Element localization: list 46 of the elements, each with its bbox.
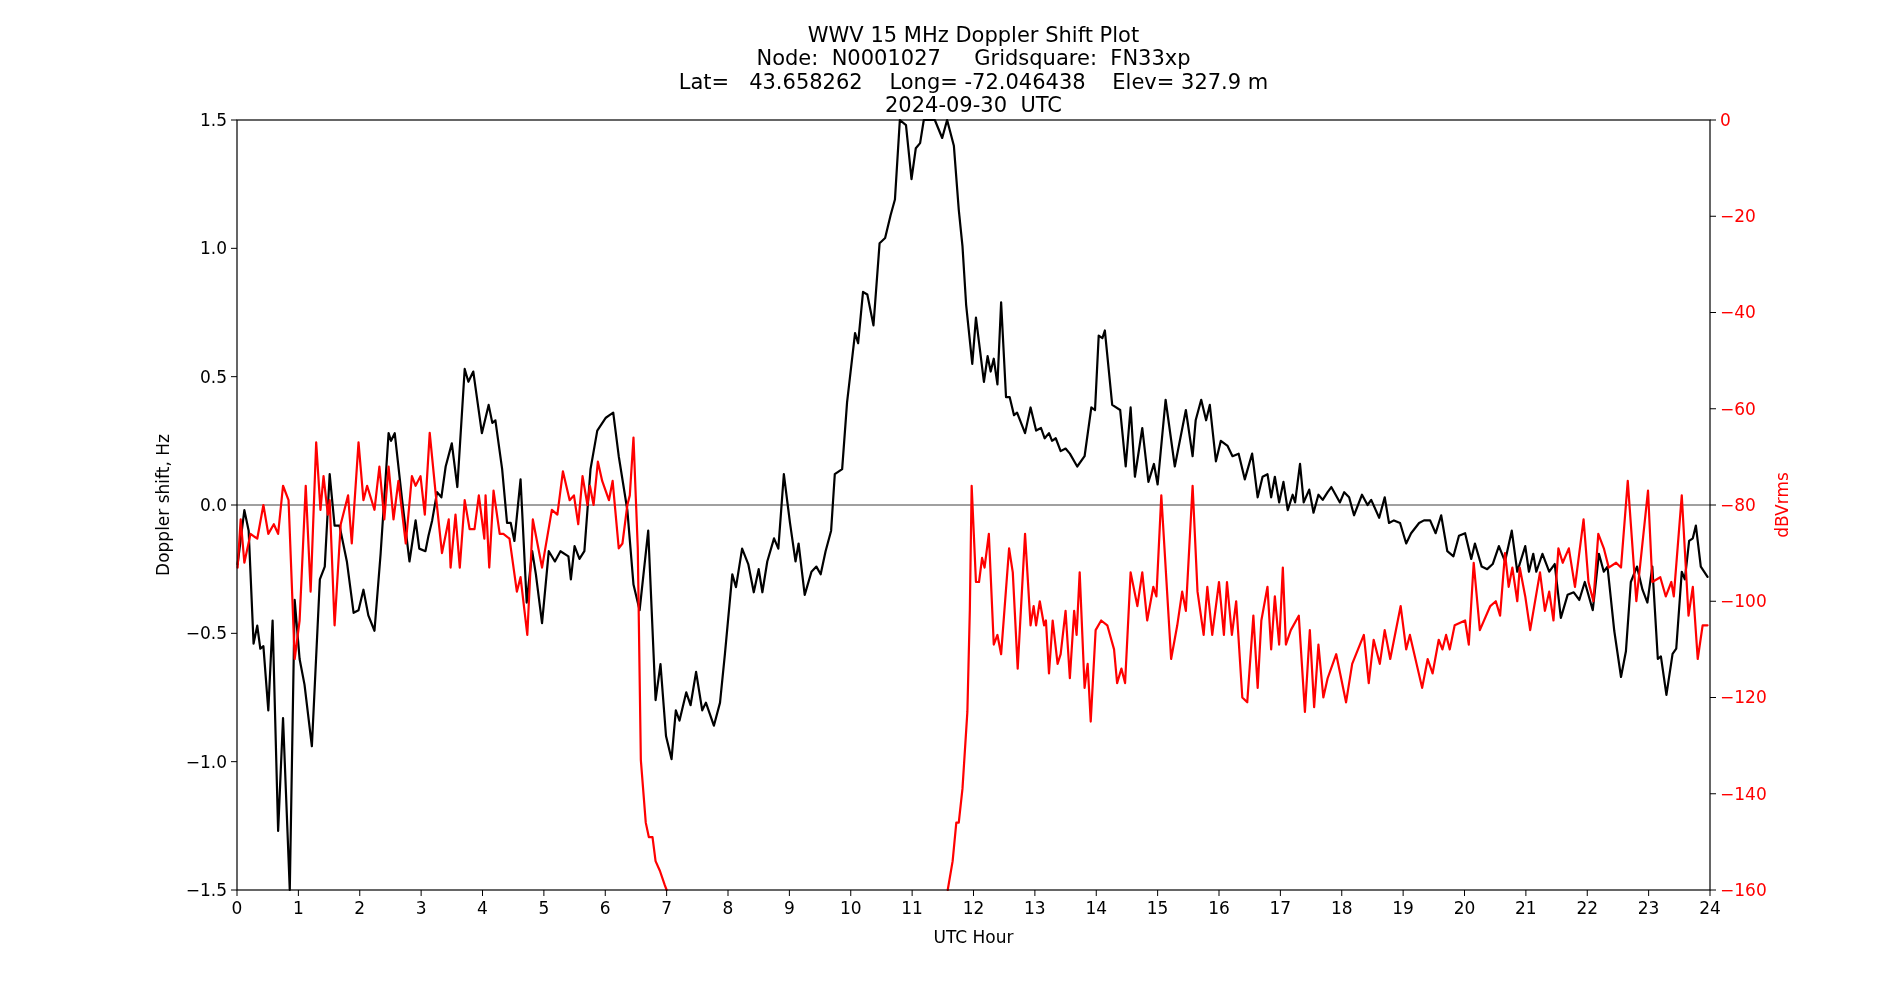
y2-tick-label: −140 xyxy=(1720,783,1767,804)
x-tick-label: 21 xyxy=(1515,898,1537,918)
x-tick-label: 0 xyxy=(231,898,243,918)
x-tick-label: 5 xyxy=(538,898,550,918)
y2-tick-label: 0 xyxy=(1720,109,1731,130)
y-tick-label: 0.5 xyxy=(199,366,227,387)
x-tick-label: 12 xyxy=(962,898,985,918)
x-tick-label: 9 xyxy=(783,898,795,918)
y-tick-label: −0.5 xyxy=(185,623,227,644)
x-tick-label: 10 xyxy=(839,898,862,918)
x-tick-label: 23 xyxy=(1637,898,1660,918)
x-tick-label: 14 xyxy=(1085,898,1108,918)
x-tick-label: 8 xyxy=(722,898,734,918)
y-axis-title: Doppler shift, Hz xyxy=(153,433,173,576)
y2-tick-label: −40 xyxy=(1720,302,1756,323)
y-tick-label: 0.0 xyxy=(199,494,227,515)
x-tick-label: 1 xyxy=(292,898,304,918)
y-tick-label: −1.5 xyxy=(185,879,227,900)
x-tick-label: 15 xyxy=(1146,898,1169,918)
x-tick-label: 2 xyxy=(354,898,366,918)
y2-tick-label: −60 xyxy=(1720,398,1756,419)
x-tick-label: 18 xyxy=(1330,898,1353,918)
y2-tick-label: −100 xyxy=(1720,591,1767,612)
x-tick-label: 4 xyxy=(477,898,488,918)
x-tick-label: 24 xyxy=(1699,898,1721,918)
x-tick-label: 3 xyxy=(415,898,427,918)
y2-tick-label: −160 xyxy=(1720,879,1767,900)
y2-axis-title: dBVrms xyxy=(1772,472,1792,538)
x-tick-label: 16 xyxy=(1208,898,1230,918)
y2-tick-label: −20 xyxy=(1720,206,1756,227)
x-tick-label: 17 xyxy=(1269,898,1292,918)
y2-tick-label: −120 xyxy=(1720,687,1767,708)
chart-title: WWV 15 MHz Doppler Shift Plot xyxy=(807,23,1140,47)
x-tick-label: 13 xyxy=(1024,898,1046,918)
x-tick-label: 20 xyxy=(1453,898,1476,918)
y2-tick-label: −80 xyxy=(1720,494,1756,515)
x-tick-label: 11 xyxy=(901,898,923,918)
x-tick-label: 7 xyxy=(661,898,673,918)
chart-subtitle: Node: N0001027 Gridsquare: FN33xp Lat= 43.658262 Long= -72.046438 Elev= 327.9 m 2024-09-30 UTC xyxy=(678,46,1269,117)
x-tick-label: 6 xyxy=(599,898,611,918)
y-tick-label: 1.0 xyxy=(199,238,227,259)
x-axis-title: UTC Hour xyxy=(933,927,1014,947)
y-tick-label: −1.0 xyxy=(185,751,227,772)
x-tick-label: 19 xyxy=(1392,898,1414,918)
y-tick-label: 1.5 xyxy=(199,109,227,130)
x-tick-label: 22 xyxy=(1576,898,1599,918)
